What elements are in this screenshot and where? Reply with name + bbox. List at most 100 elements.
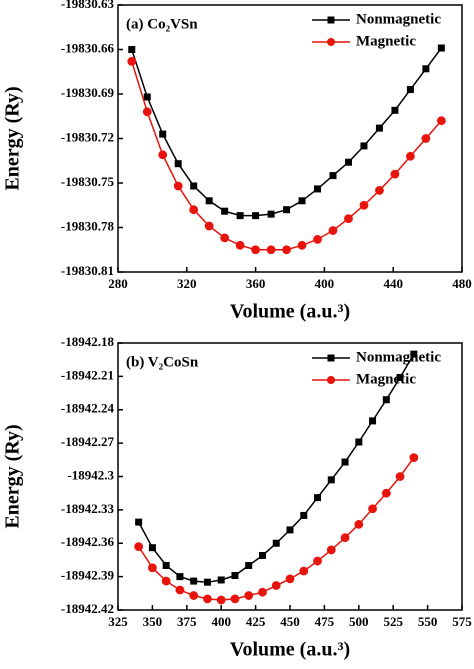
marker (341, 458, 349, 466)
y-tick-label: -19830.75 (61, 174, 115, 189)
marker (360, 142, 368, 150)
marker (286, 526, 294, 534)
marker (298, 197, 306, 205)
marker (422, 65, 430, 73)
y-tick-label: -19830.63 (61, 0, 115, 11)
x-axis-label: Volume (a.u.³) (230, 301, 350, 323)
marker (230, 594, 240, 604)
marker (283, 206, 291, 214)
x-tick-label: 375 (177, 614, 197, 629)
marker (340, 533, 350, 543)
series-line (131, 61, 442, 251)
x-tick-label: 360 (246, 276, 266, 291)
x-tick-label: 450 (280, 614, 300, 629)
marker (375, 186, 384, 195)
marker (271, 581, 281, 590)
x-tick-label: 575 (452, 614, 472, 629)
marker (216, 595, 226, 605)
marker (282, 245, 291, 255)
marker (174, 160, 182, 168)
marker (258, 551, 266, 559)
marker (252, 212, 260, 220)
marker (272, 539, 280, 547)
marker (409, 453, 419, 462)
marker (205, 197, 213, 205)
marker (190, 577, 198, 585)
marker (159, 130, 167, 138)
marker (143, 93, 151, 101)
marker (437, 44, 445, 52)
marker (405, 151, 415, 161)
marker (127, 56, 137, 66)
y-axis-label: Energy (Ry) (2, 86, 24, 190)
marker (406, 86, 414, 94)
x-tick-label: 440 (383, 276, 403, 291)
marker (359, 200, 369, 210)
x-tick-label: 400 (211, 614, 231, 629)
marker (329, 172, 337, 180)
marker (410, 350, 418, 358)
marker (147, 563, 157, 573)
series-line (137, 353, 415, 583)
legend-label: Nonmagnetic (356, 11, 441, 27)
x-tick-label: 425 (246, 614, 266, 629)
marker (369, 417, 377, 425)
legend-marker (327, 354, 335, 362)
marker (395, 472, 405, 481)
marker (313, 556, 322, 566)
y-tick-label: -18942.18 (61, 334, 115, 349)
marker (148, 544, 156, 552)
marker (235, 240, 245, 250)
marker (297, 240, 307, 250)
x-tick-label: 325 (108, 614, 128, 629)
y-tick-label: -18942.39 (61, 568, 115, 583)
series-line (131, 47, 442, 217)
marker (231, 572, 239, 580)
marker (135, 518, 143, 526)
marker (203, 594, 212, 604)
marker (375, 124, 383, 132)
y-tick-label: -18942.3 (67, 467, 114, 482)
x-axis-label: Volume (a.u.³) (230, 639, 350, 661)
y-tick-label: -18942.36 (61, 534, 115, 549)
y-tick-label: -18942.21 (61, 367, 114, 382)
marker (173, 181, 183, 191)
marker (189, 205, 199, 215)
marker (300, 511, 308, 519)
y-tick-label: -19830.69 (61, 85, 115, 100)
marker (382, 396, 390, 404)
marker (396, 373, 404, 381)
marker (299, 566, 309, 576)
y-axis-label: Energy (Ry) (2, 424, 24, 528)
marker (266, 245, 276, 255)
legend-label: Magnetic (356, 371, 416, 387)
marker (158, 150, 168, 160)
marker (391, 106, 399, 114)
panel-title: (b) V₂CoSn (126, 354, 199, 370)
legend-marker (327, 376, 335, 384)
marker (203, 578, 211, 586)
marker (251, 245, 261, 255)
marker (327, 476, 335, 484)
y-tick-label: -18942.42 (61, 601, 114, 616)
y-tick-label: -18942.33 (61, 501, 115, 516)
marker (381, 488, 391, 498)
y-tick-label: -18942.24 (61, 401, 115, 416)
marker (204, 221, 214, 231)
legend-label: Nonmagnetic (356, 349, 441, 365)
legend-label: Magnetic (356, 33, 416, 49)
marker (328, 226, 338, 235)
marker (436, 116, 446, 126)
marker (189, 591, 199, 600)
marker (142, 107, 152, 117)
marker (162, 562, 170, 569)
x-tick-label: 280 (108, 276, 128, 291)
marker (326, 545, 336, 555)
y-tick-label: -19830.78 (61, 218, 115, 233)
legend-marker (327, 16, 335, 24)
marker (421, 134, 431, 143)
marker (220, 233, 230, 243)
marker (267, 210, 275, 218)
marker (285, 574, 295, 584)
